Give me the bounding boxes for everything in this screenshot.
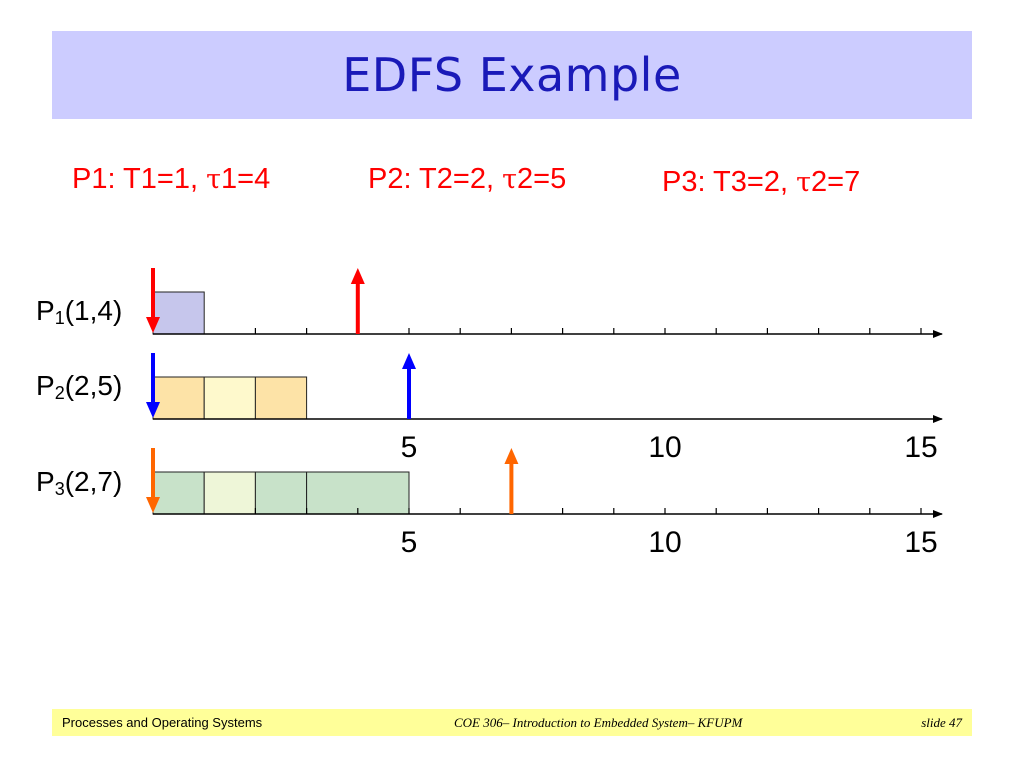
p2-tick-label-15: 15 xyxy=(904,431,937,464)
p3-exec-block-4 xyxy=(306,471,410,515)
p2-tick-label-5: 5 xyxy=(401,431,418,464)
p1-tau-symbol: τ xyxy=(206,164,222,195)
p1-param-prefix: P1: T1=1, xyxy=(72,163,207,195)
footer-slide-number: slide 47 xyxy=(921,715,962,730)
p2-parameters: P2: T2=2, τ2=5 xyxy=(368,163,566,196)
p1-deadline-arrow xyxy=(350,268,365,334)
p1-param-suffix: 1=4 xyxy=(221,163,271,195)
footer-course-title: COE 306– Introduction to Embedded System… xyxy=(454,715,743,730)
row3-subscript: 3 xyxy=(54,479,65,499)
p3-exec-block-2 xyxy=(203,471,256,515)
footer-course-topic: Processes and Operating Systems xyxy=(62,715,263,730)
p2-tick-label-10: 10 xyxy=(648,431,681,464)
slide-title: EDFS Example xyxy=(342,48,682,102)
p3-release-arrow xyxy=(146,448,160,513)
row-label-p1: P1(1,4) xyxy=(36,295,122,329)
p2-exec-block-2 xyxy=(203,376,256,420)
p2-exec-block-3 xyxy=(254,376,308,420)
p3-exec-block-1 xyxy=(152,471,205,515)
p2-exec-block-1 xyxy=(152,376,205,420)
p2-release-arrow xyxy=(146,353,160,418)
row1-name: P xyxy=(36,295,55,326)
row-label-p2: P2(2,5) xyxy=(36,370,122,404)
row-label-p3: P3(2,7) xyxy=(36,466,122,500)
p3-param-suffix: 2=7 xyxy=(811,166,861,198)
row1-args: (1,4) xyxy=(64,295,123,326)
p3-tick-label-15: 15 xyxy=(904,526,937,559)
p1-parameters: P1: T1=1, τ1=4 xyxy=(72,163,270,196)
row2-name: P xyxy=(36,370,55,401)
p2-tau-symbol: τ xyxy=(502,164,518,195)
title-bar: EDFS Example xyxy=(52,31,972,119)
row3-args: (2,7) xyxy=(64,466,123,497)
p3-tick-label-5: 5 xyxy=(401,526,418,559)
p2-deadline-arrow xyxy=(402,353,416,419)
p3-parameters: P3: T3=2, τ2=7 xyxy=(662,166,860,199)
p1-exec-block-1 xyxy=(152,291,205,335)
p2-param-suffix: 2=5 xyxy=(517,163,567,195)
p1-release-arrow xyxy=(146,268,160,333)
p3-tau-symbol: τ xyxy=(796,167,812,198)
footer-bar: Processes and Operating Systems COE 306–… xyxy=(52,709,972,736)
row3-name: P xyxy=(36,466,55,497)
p3-param-prefix: P3: T3=2, xyxy=(662,166,797,198)
row1-subscript: 1 xyxy=(54,308,65,328)
p3-deadline-arrow xyxy=(504,448,519,514)
row2-args: (2,5) xyxy=(64,370,123,401)
p3-exec-block-3 xyxy=(254,471,308,515)
p2-param-prefix: P2: T2=2, xyxy=(368,163,503,195)
p3-tick-label-10: 10 xyxy=(648,526,681,559)
row2-subscript: 2 xyxy=(54,383,65,403)
